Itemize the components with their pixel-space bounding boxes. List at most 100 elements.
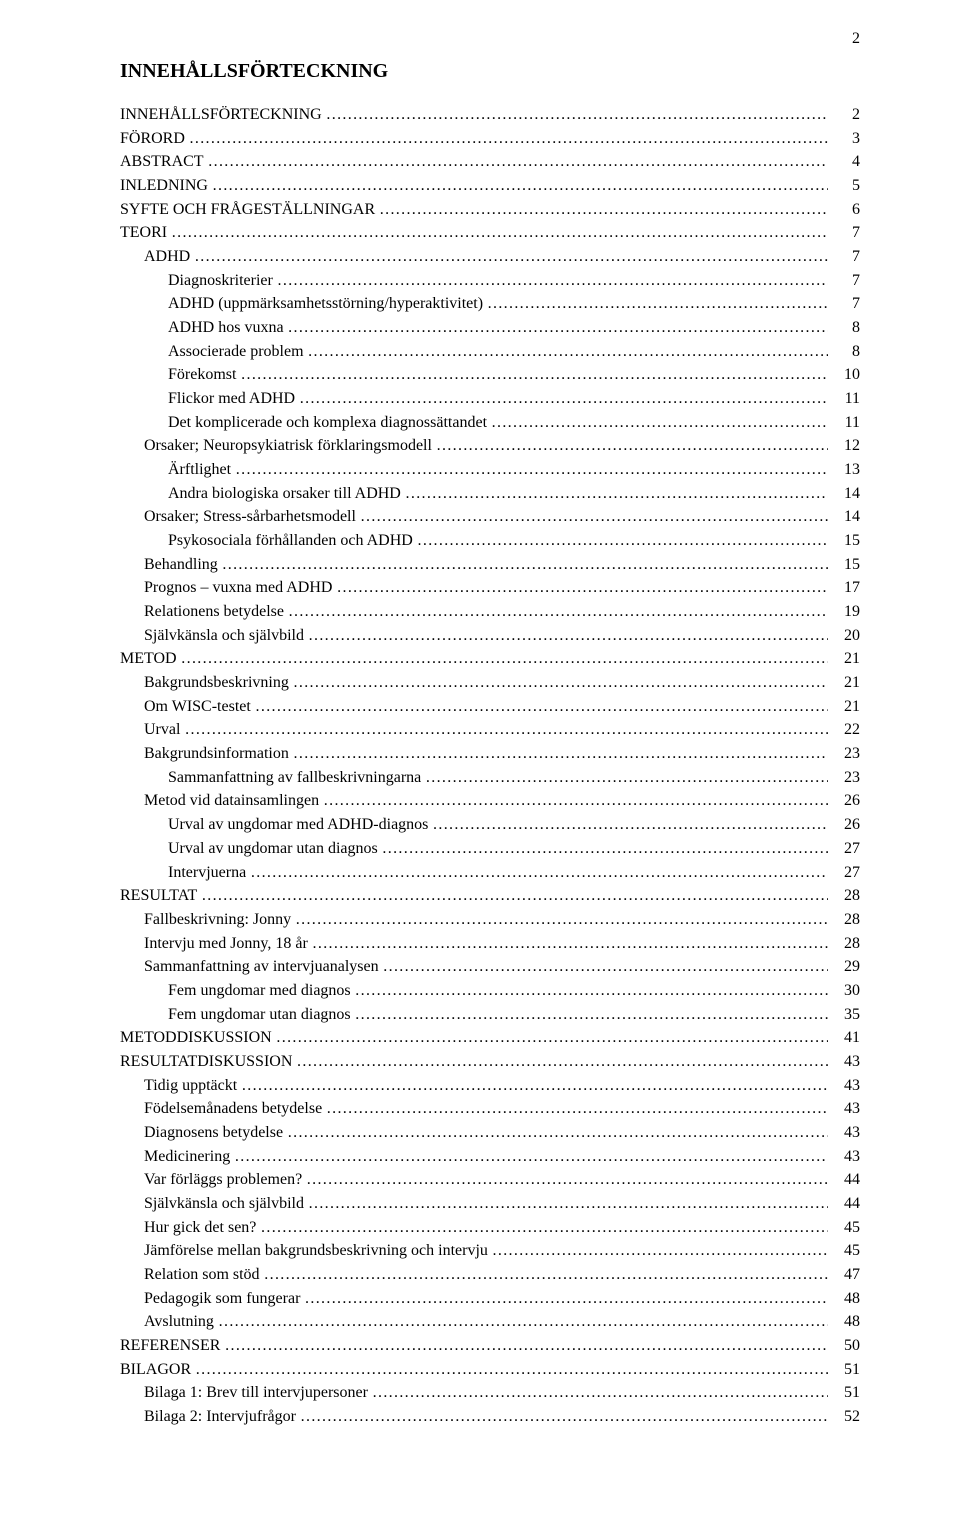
toc-entry-page: 51 xyxy=(832,1358,860,1382)
toc-entry-label: Fem ungdomar utan diagnos xyxy=(168,1003,351,1027)
toc-entry-page: 47 xyxy=(832,1263,860,1287)
toc-entry-label: Jämförelse mellan bakgrundsbeskrivning o… xyxy=(144,1239,488,1263)
toc-entry: Jämförelse mellan bakgrundsbeskrivning o… xyxy=(120,1239,860,1263)
toc-entry-page: 21 xyxy=(832,695,860,719)
toc-entry-label: Intervju med Jonny, 18 år xyxy=(144,932,308,956)
toc-entry: BILAGOR51 xyxy=(120,1358,860,1382)
toc-entry-label: Behandling xyxy=(144,553,218,577)
toc-leader-dots xyxy=(306,1168,828,1192)
toc-entry-label: Ärftlighet xyxy=(168,458,231,482)
toc-leader-dots xyxy=(308,340,828,364)
toc-leader-dots xyxy=(379,198,828,222)
toc-leader-dots xyxy=(436,434,828,458)
toc-entry-label: ADHD (uppmärksamhetsstörning/hyperaktivi… xyxy=(168,292,483,316)
toc-entry-page: 29 xyxy=(832,955,860,979)
toc-entry: Självkänsla och självbild20 xyxy=(120,624,860,648)
toc-entry-label: Urval av ungdomar utan diagnos xyxy=(168,837,378,861)
toc-leader-dots xyxy=(194,245,828,269)
toc-leader-dots xyxy=(293,742,828,766)
toc-entry: ADHD hos vuxna8 xyxy=(120,316,860,340)
toc-entry-page: 28 xyxy=(832,884,860,908)
toc-leader-dots xyxy=(487,292,828,316)
toc-entry-page: 15 xyxy=(832,553,860,577)
toc-entry-page: 23 xyxy=(832,742,860,766)
toc-entry: Relationens betydelse19 xyxy=(120,600,860,624)
toc-entry-label: Andra biologiska orsaker till ADHD xyxy=(168,482,401,506)
toc-entry: SYFTE OCH FRÅGESTÄLLNINGAR6 xyxy=(120,198,860,222)
toc-entry-label: Sammanfattning av fallbeskrivningarna xyxy=(168,766,421,790)
toc-entry-label: Intervjuerna xyxy=(168,861,246,885)
toc-entry-label: Prognos – vuxna med ADHD xyxy=(144,576,332,600)
toc-leader-dots xyxy=(250,861,828,885)
toc-entry-label: Urval av ungdomar med ADHD-diagnos xyxy=(168,813,428,837)
toc-entry-page: 15 xyxy=(832,529,860,553)
toc-entry-page: 4 xyxy=(832,150,860,174)
toc-entry-page: 26 xyxy=(832,813,860,837)
toc-entry-label: Medicinering xyxy=(144,1145,230,1169)
toc-entry-page: 30 xyxy=(832,979,860,1003)
toc-entry: Medicinering43 xyxy=(120,1145,860,1169)
toc-entry-label: RESULTAT xyxy=(120,884,197,908)
toc-leader-dots xyxy=(304,1287,828,1311)
toc-leader-dots xyxy=(405,482,828,506)
toc-entry: Intervjuerna27 xyxy=(120,861,860,885)
toc-entry-label: Bakgrundsinformation xyxy=(144,742,289,766)
toc-entry-page: 52 xyxy=(832,1405,860,1429)
toc-entry-page: 51 xyxy=(832,1381,860,1405)
toc-entry: ADHD (uppmärksamhetsstörning/hyperaktivi… xyxy=(120,292,860,316)
toc-leader-dots xyxy=(417,529,828,553)
toc-entry: ADHD7 xyxy=(120,245,860,269)
toc-leader-dots xyxy=(264,1263,828,1287)
toc-entry: Bakgrundsinformation 23 xyxy=(120,742,860,766)
toc-entry-page: 48 xyxy=(832,1287,860,1311)
toc-leader-dots xyxy=(326,1097,828,1121)
toc-entry-label: Födelsemånadens betydelse xyxy=(144,1097,322,1121)
toc-entry: Bilaga 2: Intervjufrågor52 xyxy=(120,1405,860,1429)
toc-entry: Flickor med ADHD 11 xyxy=(120,387,860,411)
toc-entry-label: Psykosociala förhållanden och ADHD xyxy=(168,529,413,553)
toc-entry-label: SYFTE OCH FRÅGESTÄLLNINGAR xyxy=(120,198,375,222)
toc-leader-dots xyxy=(218,1310,828,1334)
toc-leader-dots xyxy=(336,576,828,600)
toc-leader-dots xyxy=(326,103,828,127)
toc-entry: Prognos – vuxna med ADHD17 xyxy=(120,576,860,600)
toc-entry: Ärftlighet13 xyxy=(120,458,860,482)
toc-leader-dots xyxy=(382,837,828,861)
toc-leader-dots xyxy=(296,1050,828,1074)
toc-entry: Om WISC-testet21 xyxy=(120,695,860,719)
toc-entry: Pedagogik som fungerar48 xyxy=(120,1287,860,1311)
toc-entry-page: 2 xyxy=(832,103,860,127)
toc-leader-dots xyxy=(277,269,828,293)
page-title: INNEHÅLLSFÖRTECKNING xyxy=(120,60,860,83)
toc-leader-dots xyxy=(222,553,828,577)
toc-entry-page: 7 xyxy=(832,269,860,293)
toc-leader-dots xyxy=(241,1074,828,1098)
toc-entry: TEORI7 xyxy=(120,221,860,245)
toc-entry-label: INLEDNING xyxy=(120,174,208,198)
toc-entry-page: 14 xyxy=(832,482,860,506)
toc-entry-page: 48 xyxy=(832,1310,860,1334)
toc-entry: Psykosociala förhållanden och ADHD 15 xyxy=(120,529,860,553)
toc-entry: ABSTRACT4 xyxy=(120,150,860,174)
toc-entry: RESULTAT 28 xyxy=(120,884,860,908)
page: 2 INNEHÅLLSFÖRTECKNING INNEHÅLLSFÖRTECKN… xyxy=(0,0,960,1519)
toc-leader-dots xyxy=(425,766,828,790)
toc-entry-label: Självkänsla och självbild xyxy=(144,1192,304,1216)
toc-leader-dots xyxy=(355,1003,828,1027)
toc-entry-page: 11 xyxy=(832,387,860,411)
toc-entry-page: 45 xyxy=(832,1239,860,1263)
toc-leader-dots xyxy=(293,671,828,695)
toc-container: INNEHÅLLSFÖRTECKNING2FÖRORD3ABSTRACT4INL… xyxy=(120,103,860,1429)
toc-entry: INNEHÅLLSFÖRTECKNING2 xyxy=(120,103,860,127)
toc-entry-label: Relation som stöd xyxy=(144,1263,260,1287)
toc-leader-dots xyxy=(323,789,828,813)
toc-entry: Bakgrundsbeskrivning21 xyxy=(120,671,860,695)
toc-leader-dots xyxy=(308,1192,828,1216)
toc-entry-page: 8 xyxy=(832,316,860,340)
toc-leader-dots xyxy=(299,387,828,411)
toc-leader-dots xyxy=(383,955,828,979)
toc-entry-label: Flickor med ADHD xyxy=(168,387,295,411)
toc-entry: Associerade problem8 xyxy=(120,340,860,364)
toc-leader-dots xyxy=(432,813,828,837)
toc-leader-dots xyxy=(355,979,828,1003)
